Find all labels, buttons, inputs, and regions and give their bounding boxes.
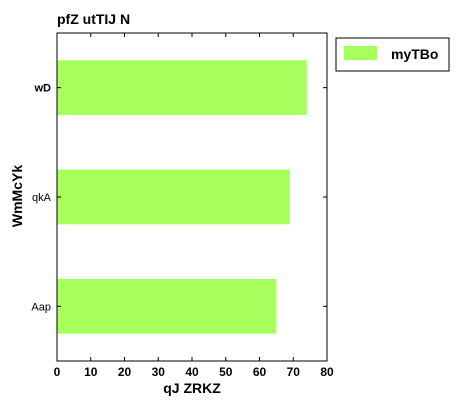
- legend-label: myTBo: [391, 46, 438, 62]
- chart-title: pfZ utTIJ N: [57, 11, 130, 27]
- y-tick-label: Aap: [31, 301, 51, 313]
- x-tick-label: 50: [219, 365, 233, 379]
- y-tick-label: qkA: [32, 192, 52, 204]
- plot-area: 0 10 20 30 40 50 60 70 80 wD qkA Aap: [31, 32, 334, 379]
- x-tick-label: 40: [185, 365, 199, 379]
- y-axis-label: WmMcYk: [9, 165, 25, 227]
- x-tick-label: 30: [152, 365, 166, 379]
- x-tick-label: 10: [84, 365, 98, 379]
- x-axis-label: qJ ZRKZ: [163, 380, 221, 396]
- x-tick-label: 80: [320, 365, 334, 379]
- bar-wD: [57, 60, 307, 115]
- x-tick-label: 20: [118, 365, 132, 379]
- bar-qkA: [57, 169, 290, 225]
- legend: myTBo: [335, 37, 450, 72]
- x-tick-label: 60: [253, 365, 267, 379]
- x-tick-label: 0: [54, 365, 61, 379]
- bar-Aap: [57, 279, 277, 334]
- x-tick-label: 70: [287, 365, 301, 379]
- legend-swatch: [344, 46, 377, 60]
- y-tick-label: wD: [34, 83, 52, 95]
